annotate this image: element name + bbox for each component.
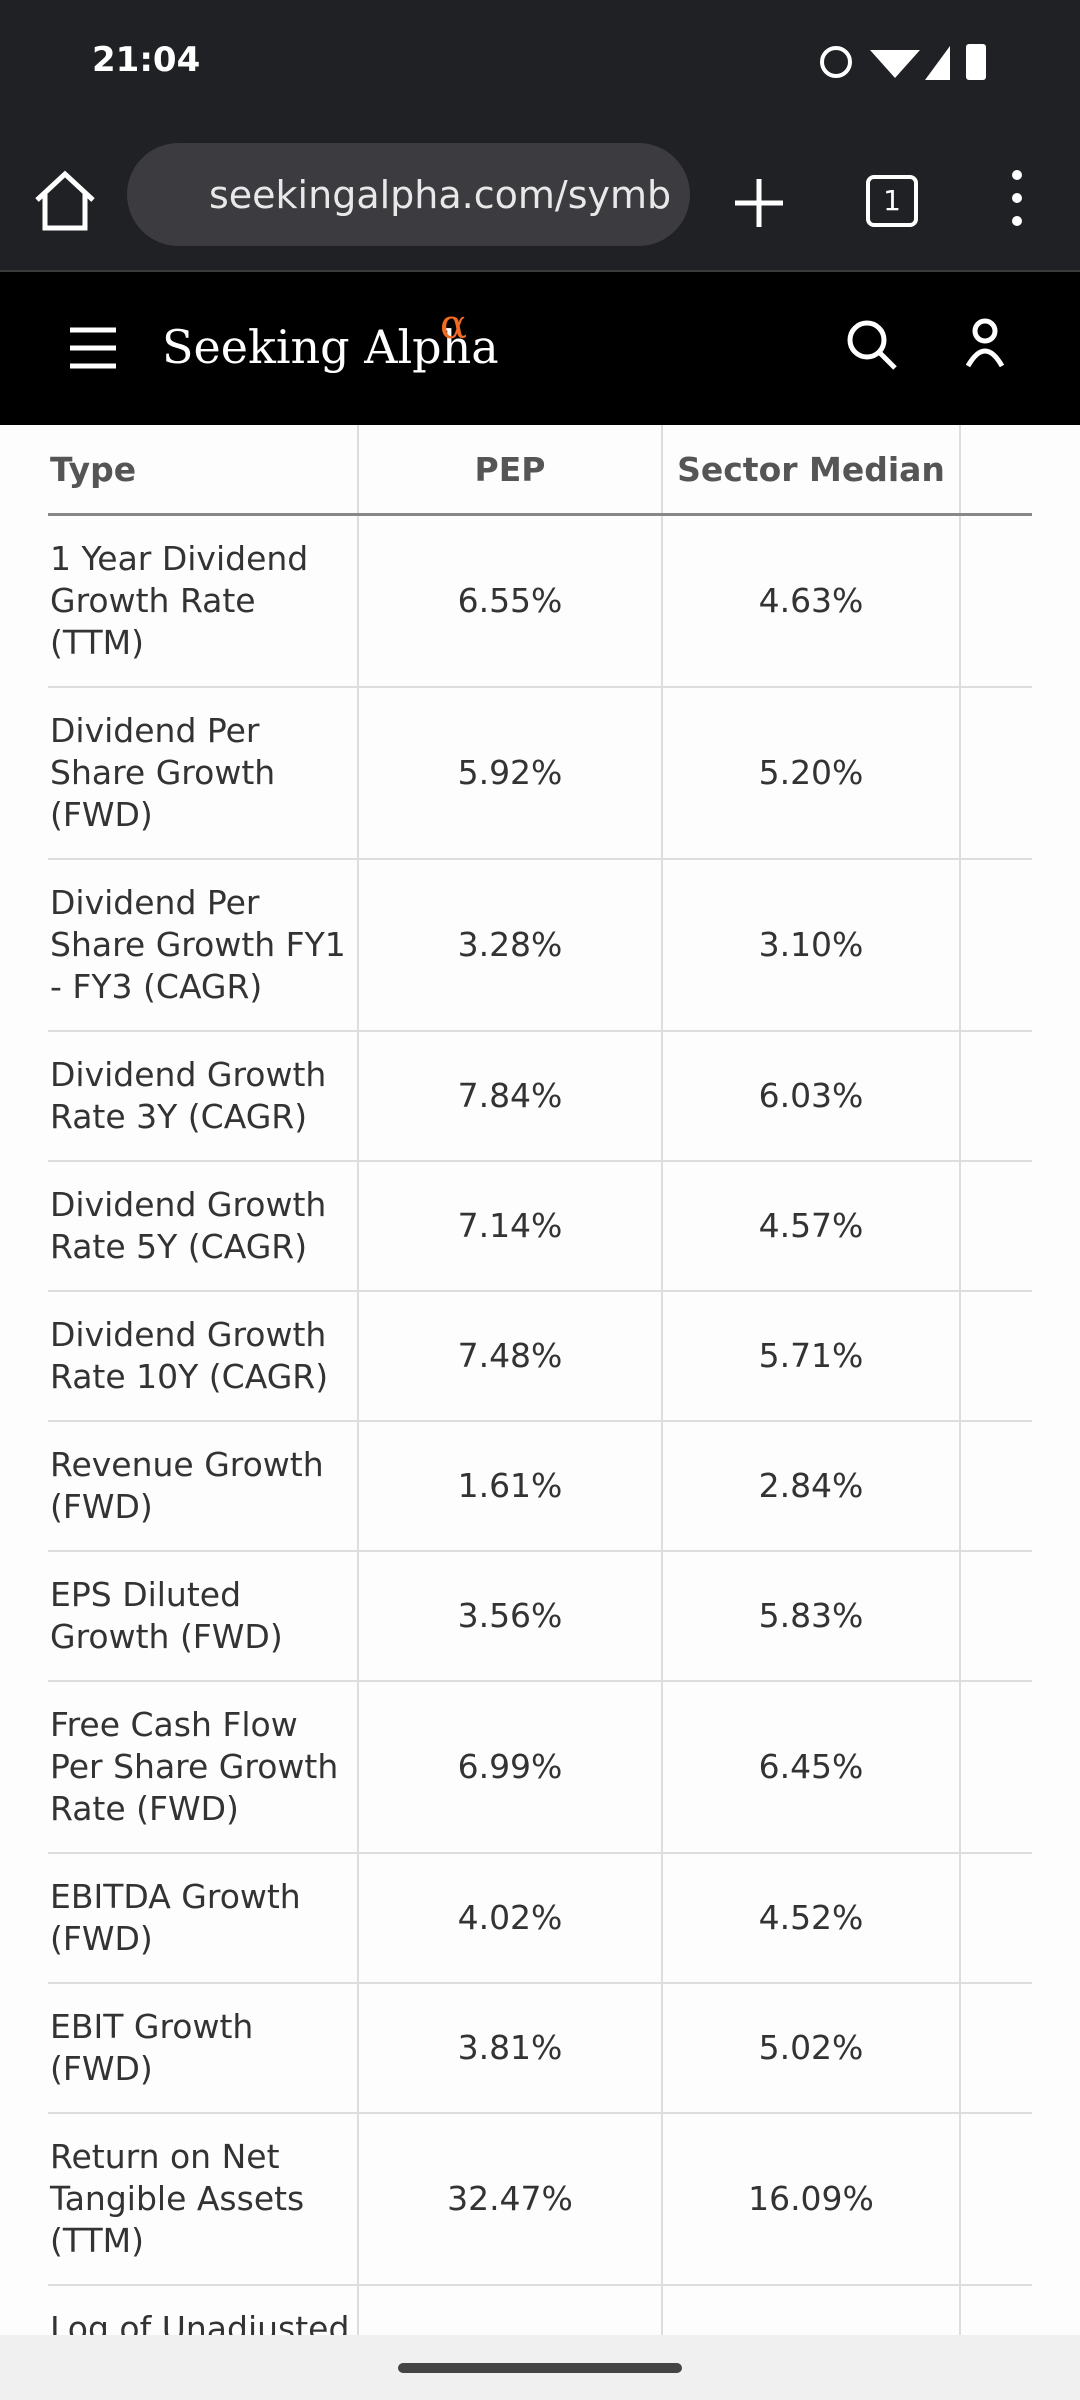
nav-bar [0,2335,1080,2400]
metric-name: Dividend Growth Rate 10Y (CAGR) [48,1291,358,1422]
metric-value: 4.52% [661,1853,960,1984]
empty-cell [959,1421,1032,1552]
table-row: Return on Net Tangible Assets (TTM) 32.47… [48,2113,1032,2286]
metric-value: 6.99% [357,1681,662,1854]
status-bar: 21:04 [0,0,1080,135]
table-row: EBITDA Growth (FWD) 4.02% 4.52% [48,1853,1032,1984]
empty-cell [959,514,1032,688]
metric-value: 7.84% [357,1031,662,1162]
table-row: Dividend Growth Rate 10Y (CAGR) 7.48% 5.71… [48,1291,1032,1422]
metric-value: 1.61% [357,1421,662,1552]
column-header: % [959,425,1032,516]
metric-value: 5.20% [661,687,960,860]
metric-name: EBIT Growth (FWD) [48,1983,358,2114]
brand-mark: α [440,302,468,348]
empty-cell [959,1983,1032,2114]
metric-name: Revenue Growth (FWD) [48,1421,358,1552]
table-row: Dividend Growth Rate 5Y (CAGR) 7.14% 4.57% [48,1161,1032,1292]
menu[interactable] [1002,165,1032,235]
metric-value: 3.10% [661,859,960,1032]
table-row: Dividend Per Share Growth (FWD) 5.92% 5.20… [48,687,1032,860]
empty-cell [357,2285,662,2335]
metric-value: 6.55% [357,514,662,688]
table-row: EBIT Growth (FWD) 3.81% 5.02% [48,1983,1032,2114]
metric-value: 16.09% [661,2113,960,2286]
metric-name: Dividend Per Share Growth (FWD) [48,687,358,860]
table-row: Dividend Per Share Growth FY1 - FY3 (CAG… [48,859,1032,1032]
empty-cell [959,1291,1032,1422]
metric-value: 3.81% [357,1983,662,2114]
metric-value: 5.83% [661,1551,960,1682]
metric-name: 1 Year Dividend Growth Rate (TTM) [48,514,358,688]
url: seekingalpha.com/symb [209,173,672,217]
metric-name: EBITDA Growth (FWD) [48,1853,358,1984]
home-button[interactable] [25,162,105,242]
table-row: Dividend Growth Rate 3Y (CAGR) 7.84% 6.03% [48,1031,1032,1162]
metric-value: 4.02% [357,1853,662,1984]
table-row: Revenue Growth (FWD) 1.61% 2.84% [48,1421,1032,1552]
metric-value: 5.92% [357,687,662,860]
clock: 21:04 [92,40,201,80]
tab-count[interactable]: 1 [866,175,918,227]
hamburger[interactable] [68,324,128,374]
column-header: Sector Median [661,425,960,516]
status-icons [820,44,986,80]
metric-value: 4.57% [661,1161,960,1292]
empty-cell [959,1853,1032,1984]
metric-value: 7.48% [357,1291,662,1422]
new-tab[interactable] [729,173,789,233]
empty-cell [959,1161,1032,1292]
empty-cell [959,1681,1032,1854]
metric-name: Return on Net Tangible Assets (TTM) [48,2113,358,2286]
site-header: Seeking Alpha α [0,272,1080,425]
account[interactable] [960,316,1010,376]
browser-toolbar: seekingalpha.com/symb 1 [0,135,1080,272]
metric-value: 4.63% [661,514,960,688]
metric-name: Dividend Growth Rate 5Y (CAGR) [48,1161,358,1292]
empty-cell [959,1551,1032,1682]
metric-name: EPS Diluted Growth (FWD) [48,1551,358,1682]
table-row: 1 Year Dividend Growth Rate (TTM) 6.55% 4.… [48,514,1032,688]
metric-value: 3.56% [357,1551,662,1682]
metric-value: 2.84% [661,1421,960,1552]
metric-name: Free Cash Flow Per Share Growth Rate (FW… [48,1681,358,1854]
table-row: Free Cash Flow Per Share Growth Rate (FW… [48,1681,1032,1854]
table-row: Log of Unadjusted Stock [48,2285,1032,2335]
metric-value: 5.71% [661,1291,960,1422]
table-row: EPS Diluted Growth (FWD) 3.56% 5.83% [48,1551,1032,1682]
brand[interactable]: Seeking Alpha [162,320,499,374]
empty-cell [959,2285,1032,2335]
metric-name: Dividend Growth Rate 3Y (CAGR) [48,1031,358,1162]
metric-value: 5.02% [661,1983,960,2114]
url-bar[interactable]: seekingalpha.com/symb [127,143,690,246]
empty-cell [661,2285,960,2335]
search[interactable] [843,316,903,376]
metric-value: 3.28% [357,859,662,1032]
column-header: Type [48,425,358,516]
column-header: PEP [357,425,662,516]
metric-value: 32.47% [357,2113,662,2286]
metric-name: Dividend Per Share Growth FY1 - FY3 (CAG… [48,859,358,1032]
metric-value: 7.14% [357,1161,662,1292]
empty-cell [959,859,1032,1032]
empty-cell [959,687,1032,860]
gesture-handle [398,2363,682,2373]
metric-name: Log of Unadjusted Stock [48,2285,358,2335]
empty-cell [959,2113,1032,2286]
metric-value: 6.45% [661,1681,960,1854]
metric-value: 6.03% [661,1031,960,1162]
empty-cell [959,1031,1032,1162]
